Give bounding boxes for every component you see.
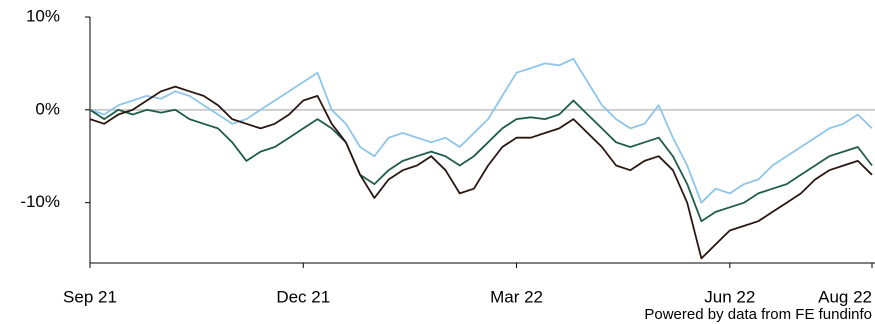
- source-note: Powered by data from FE fundinfo: [644, 306, 872, 323]
- series-line: [89, 85, 873, 260]
- x-tick-label: Aug 22: [818, 287, 872, 306]
- x-tick-label: Dec 21: [276, 287, 330, 306]
- x-tick-label: Mar 22: [490, 287, 543, 306]
- x-tick-label: Sep 21: [63, 287, 117, 306]
- series-line: [89, 57, 873, 204]
- y-tick-label: -10%: [20, 192, 60, 211]
- x-tick-label: Jun 22: [704, 287, 755, 306]
- series-line: [89, 99, 873, 223]
- y-tick-label: 0%: [35, 99, 60, 118]
- y-tick-label: 10%: [26, 6, 60, 25]
